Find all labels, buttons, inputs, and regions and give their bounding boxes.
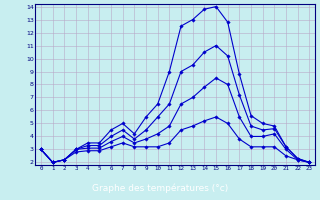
Text: Graphe des températures (°c): Graphe des températures (°c) [92,184,228,193]
